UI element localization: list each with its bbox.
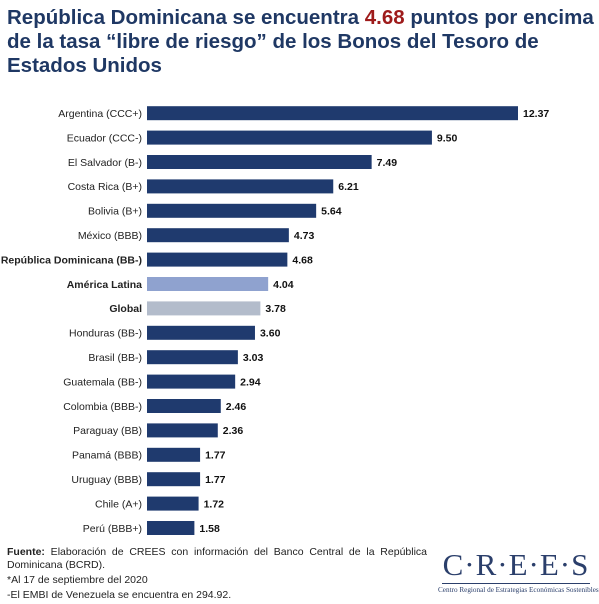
category-label-el-salvador-b: El Salvador (B-) <box>68 157 142 169</box>
category-label-honduras-bb: Honduras (BB-) <box>69 328 142 340</box>
value-label-chile-a: 1.72 <box>204 498 225 510</box>
category-label-paraguay-bb: Paraguay (BB) <box>73 425 142 437</box>
category-label-republica-dominicana-bb: República Dominicana (BB-) <box>1 254 142 266</box>
category-label-guatemala-bb: Guatemala (BB-) <box>63 376 142 388</box>
crees-logo: C·R·E·E·S Centro Regional de Estrategias… <box>438 547 599 598</box>
value-label-ecuador-ccc: 9.50 <box>437 132 458 144</box>
category-label-ecuador-ccc: Ecuador (CCC-) <box>67 132 142 144</box>
category-label-costa-rica-b: Costa Rica (B+) <box>68 181 142 193</box>
bar-uruguay-bbb <box>147 472 201 487</box>
category-label-mexico-bbb: México (BBB) <box>78 230 142 242</box>
category-label-bolivia-b: Bolivia (B+) <box>88 206 142 218</box>
logo-wordmark: C·R·E·E·S <box>442 547 590 582</box>
bar-america-latina <box>147 277 269 291</box>
value-label-bolivia-b: 5.64 <box>321 206 342 218</box>
value-label-guatemala-bb: 2.94 <box>240 376 261 388</box>
category-label-brasil-bb: Brasil (BB-) <box>88 352 142 364</box>
source-text: Elaboración de CREES con información del… <box>7 546 427 571</box>
bar-paraguay-bb <box>147 423 218 438</box>
value-label-uruguay-bbb: 1.77 <box>205 474 226 486</box>
bar-costa-rica-b <box>147 179 334 194</box>
value-label-peru-bbb: 1.58 <box>199 523 220 535</box>
value-label-brasil-bb: 3.03 <box>243 352 264 364</box>
date-note: *Al 17 de septiembre del 2020 <box>7 574 148 586</box>
value-label-republica-dominicana-bb: 4.68 <box>292 254 313 266</box>
bar-argentina-ccc <box>147 106 518 121</box>
bar-guatemala-bb <box>147 374 236 389</box>
value-label-costa-rica-b: 6.21 <box>338 181 359 193</box>
value-label-paraguay-bb: 2.36 <box>223 425 244 437</box>
bar-el-salvador-b <box>147 155 372 169</box>
bar-global <box>147 301 261 316</box>
venezuela-note: -El EMBI de Venezuela se encuentra en 29… <box>7 589 232 601</box>
bar-colombia-bbb <box>147 399 221 413</box>
category-label-america-latina: América Latina <box>67 279 142 291</box>
category-label-argentina-ccc: Argentina (CCC+) <box>58 108 142 120</box>
bar-honduras-bb <box>147 325 255 340</box>
value-label-argentina-ccc: 12.37 <box>523 108 549 120</box>
title-highlight: 4.68 <box>364 6 405 29</box>
value-label-el-salvador-b: 7.49 <box>377 157 398 169</box>
category-label-chile-a: Chile (A+) <box>95 498 142 510</box>
footer: Fuente: Elaboración de CREES con informa… <box>7 546 427 604</box>
bar-bolivia-b <box>147 203 317 218</box>
bar-peru-bbb <box>147 521 195 535</box>
bar-republica-dominicana-bb <box>147 252 288 267</box>
bar-chile-a <box>147 496 199 511</box>
category-label-peru-bbb: Perú (BBB+) <box>83 523 142 535</box>
title-part2: puntos por encima de la tasa “libre de r… <box>7 6 594 77</box>
value-label-panama-bbb: 1.77 <box>205 450 226 462</box>
source-note: Fuente: Elaboración de CREES con informa… <box>7 546 427 572</box>
value-label-america-latina: 4.04 <box>273 279 294 291</box>
bar-mexico-bbb <box>147 228 289 243</box>
value-label-honduras-bb: 3.60 <box>260 328 281 340</box>
bar-chart: Argentina (CCC+) 12.37 Ecuador (CCC-) 9.50 E… <box>1 106 549 535</box>
logo-rule <box>442 583 590 584</box>
category-label-uruguay-bbb: Uruguay (BBB) <box>71 474 142 486</box>
source-label: Fuente: <box>7 546 45 558</box>
value-label-mexico-bbb: 4.73 <box>294 230 315 242</box>
category-label-global: Global <box>109 303 142 315</box>
value-label-global: 3.78 <box>265 303 286 315</box>
title-part1: República Dominicana se encuentra <box>7 6 365 29</box>
bar-ecuador-ccc <box>147 130 432 145</box>
chart-title: República Dominicana se encuentra 4.68 p… <box>7 6 595 78</box>
bar-brasil-bb <box>147 350 238 365</box>
logo-subtitle: Centro Regional de Estrategias Económica… <box>438 586 599 594</box>
category-label-panama-bbb: Panamá (BBB) <box>72 450 142 462</box>
bar-panama-bbb <box>147 447 201 462</box>
value-label-colombia-bbb: 2.46 <box>226 401 247 413</box>
category-label-colombia-bbb: Colombia (BBB-) <box>63 401 142 413</box>
